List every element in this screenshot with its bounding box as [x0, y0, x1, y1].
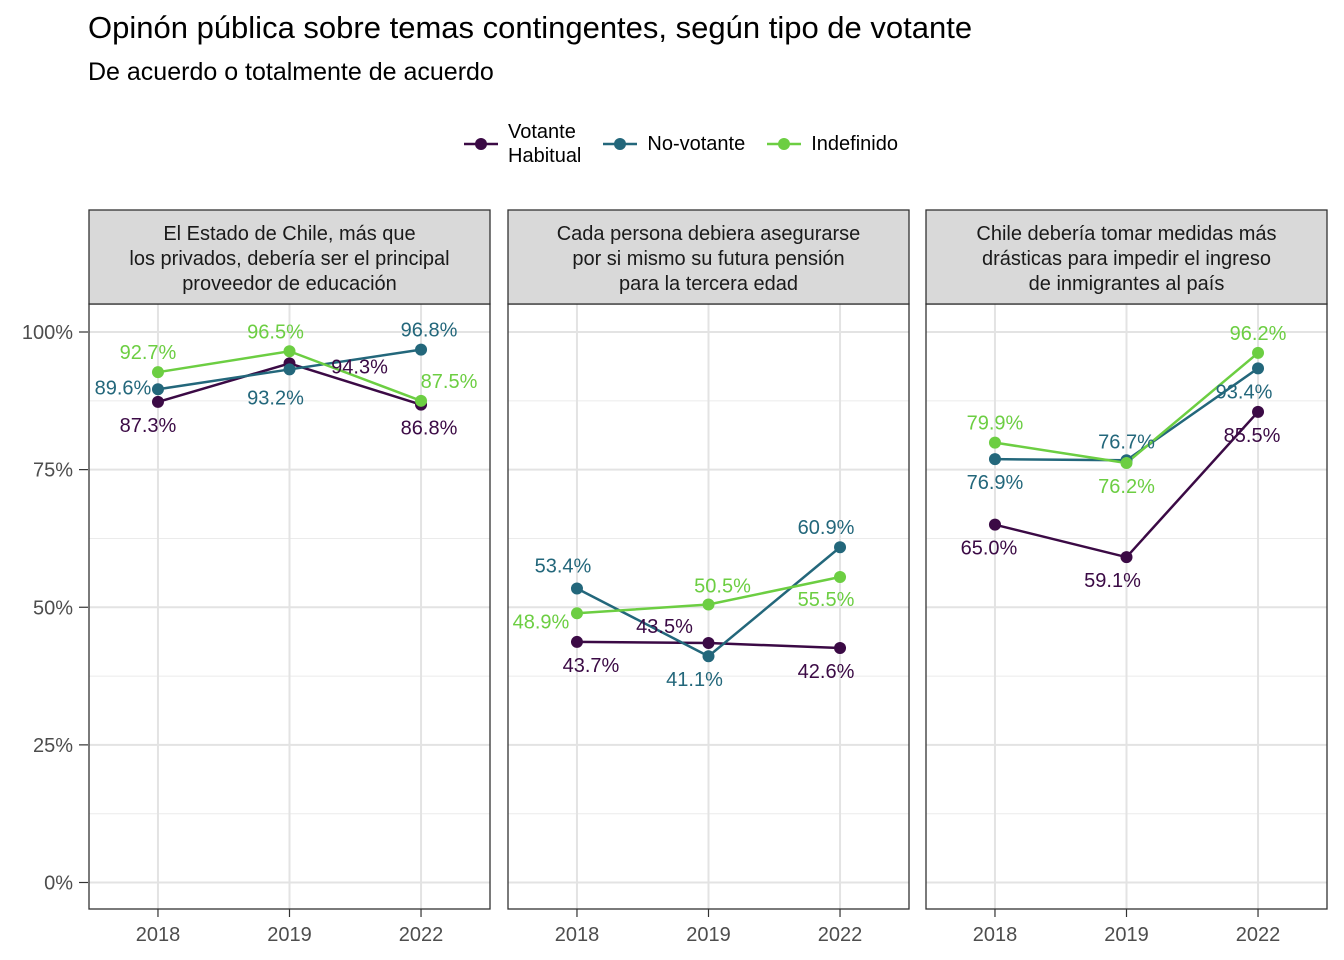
panel-title-line: por si mismo su futura pensión	[572, 248, 844, 270]
legend: Votante Habitual No-votante Indefinido	[464, 118, 898, 170]
data-point-indefinido	[834, 570, 847, 583]
data-point-no-votante	[834, 541, 847, 554]
data-point-votante-habitual	[151, 395, 164, 408]
legend-label: No-votante	[647, 133, 746, 155]
chart-subtitle: De acuerdo o totalmente de acuerdo	[88, 58, 494, 86]
panel-title-line: Cada persona debiera asegurarse	[557, 223, 861, 245]
panel-title-line: proveedor de educación	[182, 273, 397, 295]
x-tick-label: 2022	[1236, 924, 1281, 946]
data-label: 96.2%	[1230, 323, 1287, 345]
data-label: 87.3%	[120, 415, 177, 437]
legend-label: Votante Habitual	[508, 121, 582, 167]
y-tick-label: 50%	[33, 597, 73, 619]
panel-1-strip	[88, 209, 491, 305]
y-tick-label: 100%	[22, 322, 73, 344]
data-point-votante-habitual	[1252, 405, 1265, 418]
panel-title-line: El Estado de Chile, más que	[163, 223, 415, 245]
data-label: 43.5%	[636, 616, 693, 638]
legend-line-point-icon	[464, 138, 498, 150]
data-label: 85.5%	[1224, 425, 1281, 447]
data-point-no-votante	[1252, 362, 1265, 375]
legend-line-point-icon	[767, 138, 802, 150]
data-point-no-votante	[570, 582, 583, 595]
data-point-indefinido	[702, 598, 715, 611]
y-tick-label: 0%	[44, 873, 73, 895]
data-label: 76.2%	[1098, 476, 1155, 498]
x-tick-label: 2019	[686, 924, 731, 946]
legend-label: Indefinido	[811, 133, 898, 155]
x-tick-label: 2018	[555, 924, 600, 946]
data-label: 93.4%	[1216, 381, 1273, 403]
legend-item-no-votante: No-votante	[603, 132, 745, 156]
data-label: 94.3%	[331, 356, 388, 378]
data-point-indefinido	[1252, 346, 1265, 359]
data-label: 43.7%	[563, 655, 620, 677]
panel-3-strip	[925, 209, 1328, 305]
panel-title-line: Chile debería tomar medidas más	[976, 223, 1276, 245]
chart-title: Opinón pública sobre temas contingentes,…	[88, 10, 973, 45]
data-point-votante-habitual	[702, 637, 715, 650]
data-label: 92.7%	[120, 342, 177, 364]
data-label: 48.9%	[513, 611, 570, 633]
data-label: 93.2%	[247, 387, 304, 409]
panel-2-strip	[507, 209, 910, 305]
x-tick-label: 2018	[973, 924, 1018, 946]
data-point-votante-habitual	[1120, 551, 1133, 564]
data-point-indefinido	[1120, 457, 1133, 470]
panel-title-line: los privados, debería ser el principal	[129, 248, 449, 270]
data-label: 53.4%	[535, 556, 592, 578]
data-label: 65.0%	[961, 538, 1018, 560]
x-tick-label: 2019	[267, 924, 312, 946]
data-label: 79.9%	[967, 413, 1024, 435]
data-label: 41.1%	[666, 669, 723, 691]
x-tick-label: 2022	[399, 924, 444, 946]
x-tick-label: 2018	[136, 924, 181, 946]
x-tick-label: 2022	[818, 924, 863, 946]
x-tick-label: 2019	[1104, 924, 1149, 946]
data-label: 42.6%	[798, 661, 855, 683]
data-label: 87.5%	[421, 371, 478, 393]
data-point-votante-habitual	[834, 641, 847, 654]
data-label: 76.7%	[1098, 431, 1155, 453]
data-point-indefinido	[151, 366, 164, 379]
data-point-no-votante	[988, 453, 1001, 466]
data-label: 89.6%	[95, 377, 152, 399]
data-point-indefinido	[283, 345, 296, 358]
legend-item-votante-habitual: Votante Habitual	[464, 120, 581, 168]
data-label: 96.5%	[247, 321, 304, 343]
legend-line-point-icon	[603, 138, 638, 150]
panel-title-line: drásticas para impedir el ingreso	[982, 248, 1271, 270]
panel-title-line: para la tercera edad	[619, 273, 798, 295]
y-tick-label: 75%	[33, 460, 73, 482]
data-point-no-votante	[415, 343, 428, 356]
data-label: 59.1%	[1084, 570, 1141, 592]
data-point-indefinido	[988, 436, 1001, 449]
data-point-votante-habitual	[570, 635, 583, 648]
data-label: 86.8%	[401, 418, 458, 440]
data-point-votante-habitual	[988, 518, 1001, 531]
data-label: 96.8%	[401, 320, 458, 342]
data-label: 50.5%	[694, 575, 751, 597]
data-point-indefinido	[570, 607, 583, 620]
y-tick-label: 25%	[33, 735, 73, 757]
legend-item-indefinido: Indefinido	[767, 132, 898, 156]
data-label: 76.9%	[967, 472, 1024, 494]
data-point-indefinido	[415, 394, 428, 407]
data-point-no-votante	[283, 363, 296, 376]
data-point-no-votante	[702, 650, 715, 663]
data-label: 55.5%	[798, 589, 855, 611]
data-label: 60.9%	[798, 517, 855, 539]
data-point-no-votante	[151, 383, 164, 396]
panel-title-line: de inmigrantes al país	[1029, 273, 1225, 295]
